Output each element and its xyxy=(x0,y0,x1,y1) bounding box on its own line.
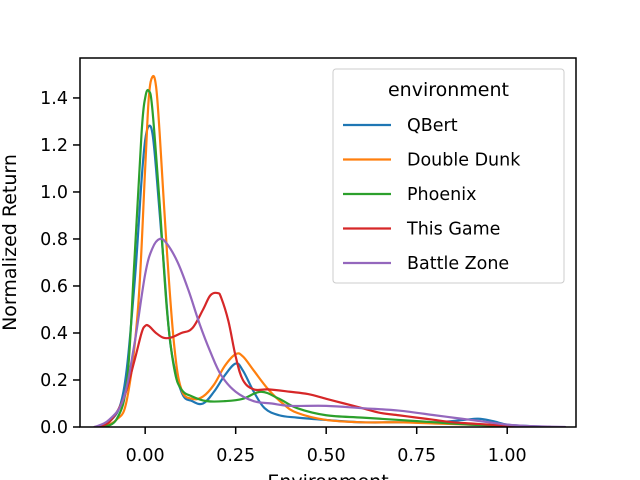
y-axis: 0.0 0.2 0.4 0.6 0.8 1.0 1.2 1.4 xyxy=(40,89,80,438)
series-line-phoenix xyxy=(100,88,545,427)
legend-label-qbert: QBert xyxy=(407,116,458,136)
legend-box xyxy=(332,68,565,284)
y-tick-label: 0.0 xyxy=(40,418,68,438)
legend-entries: QBert Double Dunk Phoenix This Game Battle Z… xyxy=(343,116,521,274)
plot-frame xyxy=(79,57,577,428)
legend: environment QBert Double Dunk Phoenix This … xyxy=(332,68,565,284)
legend-label-this-game: This Game xyxy=(406,220,500,240)
legend-title: environment xyxy=(388,79,509,101)
y-tick-label: 0.2 xyxy=(40,371,68,391)
y-axis-title: Normalized Return xyxy=(0,154,21,331)
x-tick-label: 0.50 xyxy=(307,446,346,466)
x-tick-label: 1.00 xyxy=(488,446,527,466)
series-line-battle-zone xyxy=(93,237,567,427)
y-tick-label: 1.4 xyxy=(40,89,68,109)
series-line-double-dunk xyxy=(100,74,545,427)
series-line-this-game xyxy=(93,291,552,427)
x-axis-title: Environment xyxy=(267,471,388,480)
y-tick-label: 0.4 xyxy=(40,324,68,344)
legend-label-double-dunk: Double Dunk xyxy=(407,151,521,171)
legend-label-phoenix: Phoenix xyxy=(407,185,476,205)
legend-label-battle-zone: Battle Zone xyxy=(407,254,509,274)
x-tick-label: 0.25 xyxy=(216,446,255,466)
series-line-qbert xyxy=(93,124,552,427)
y-tick-label: 1.0 xyxy=(40,183,68,203)
y-tick-label: 0.8 xyxy=(40,230,68,250)
x-tick-label: 0.75 xyxy=(397,446,436,466)
series-curves xyxy=(93,74,567,427)
y-tick-label: 0.6 xyxy=(40,277,68,297)
y-tick-label: 1.2 xyxy=(40,136,68,156)
x-axis: 0.00 0.25 0.50 0.75 1.00 xyxy=(126,427,527,466)
x-tick-label: 0.00 xyxy=(126,446,165,466)
